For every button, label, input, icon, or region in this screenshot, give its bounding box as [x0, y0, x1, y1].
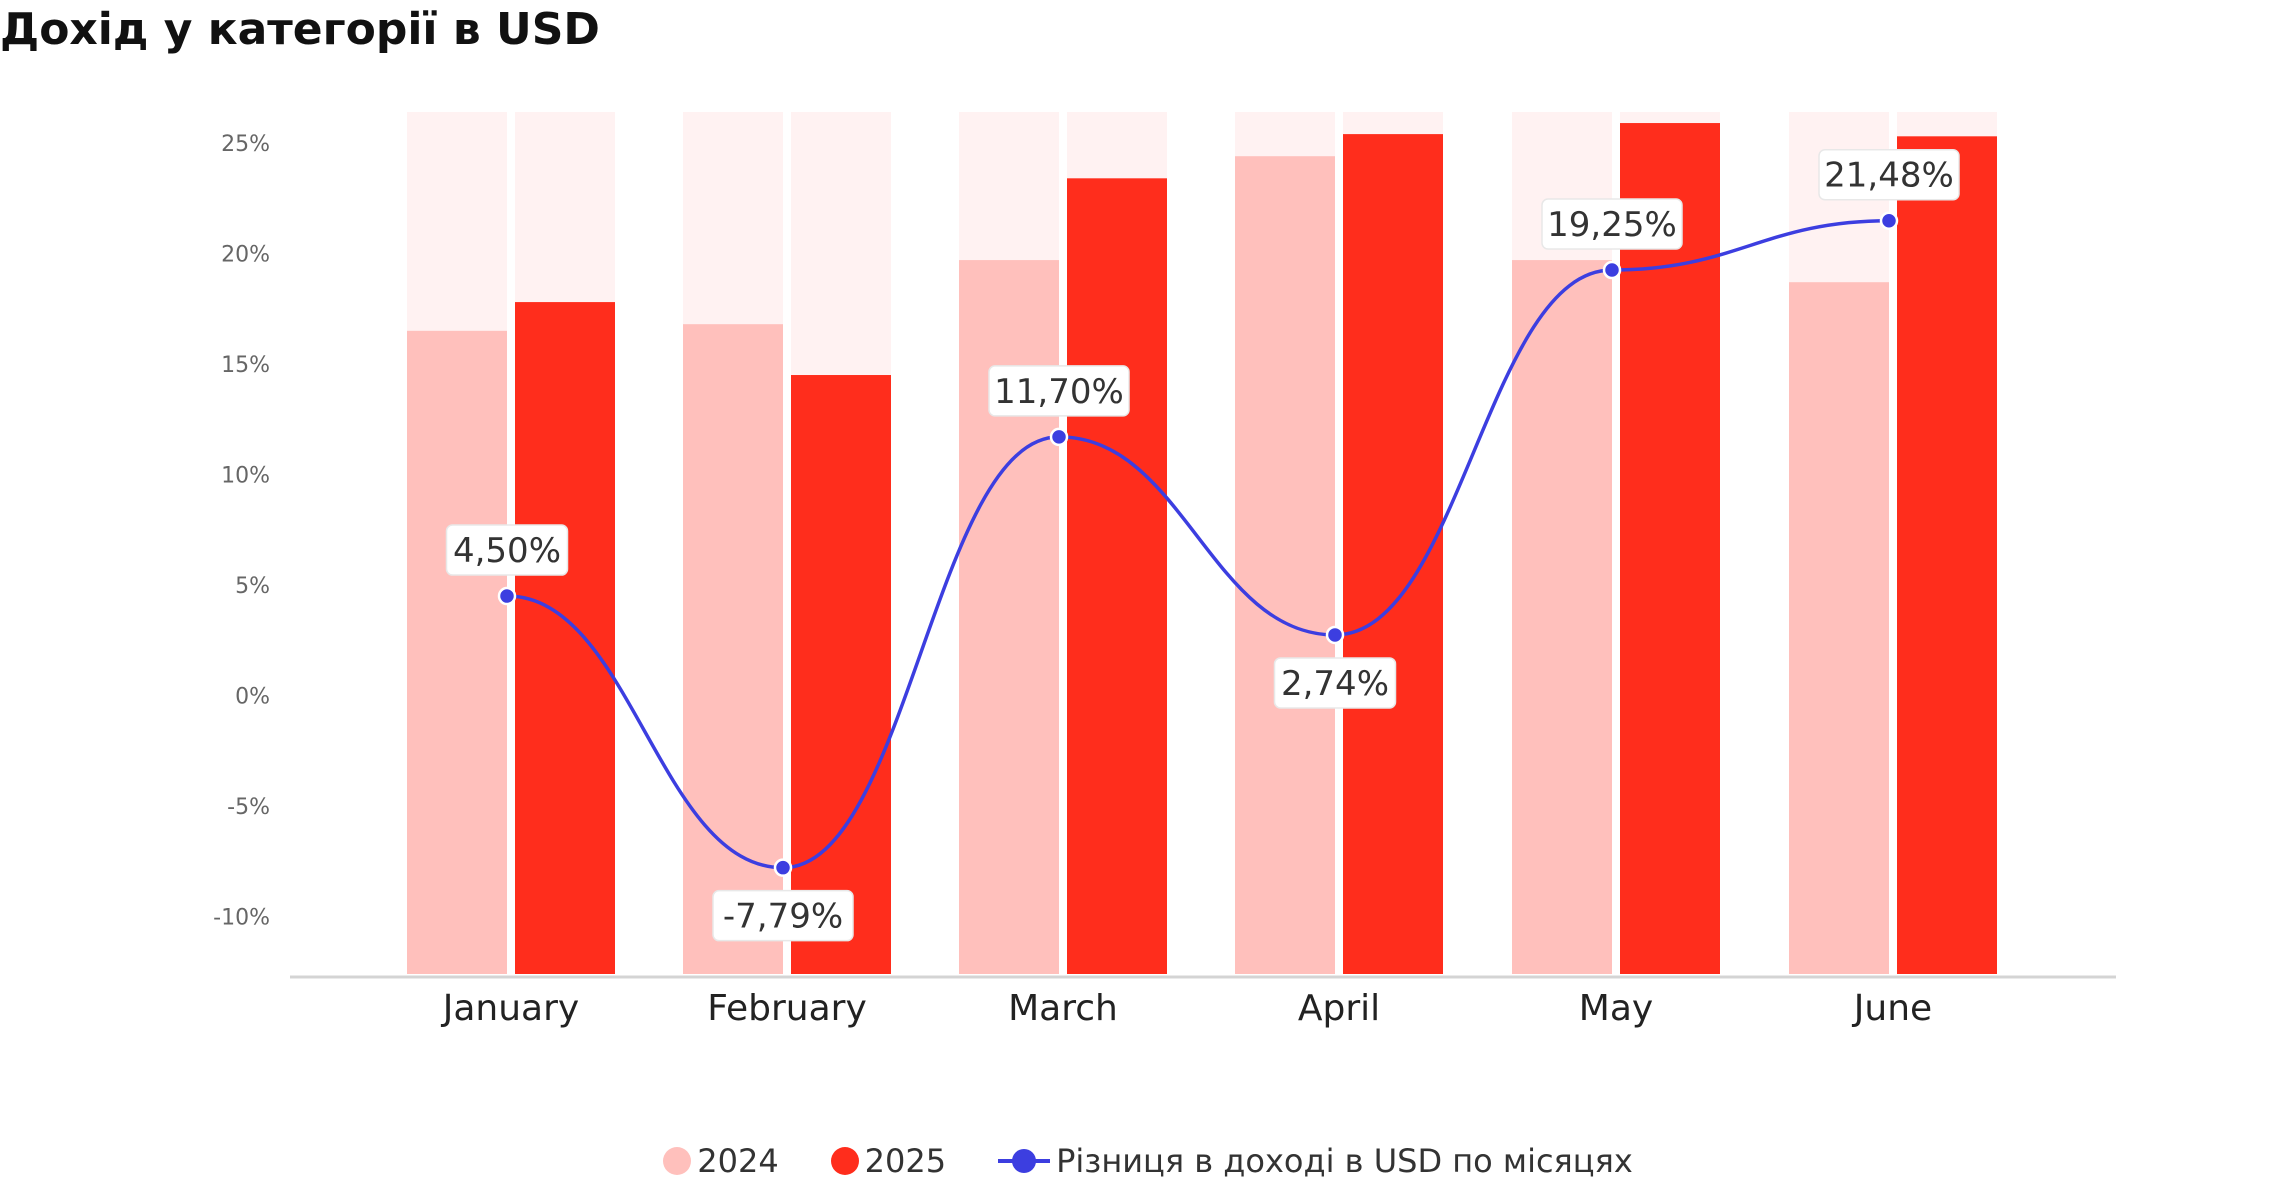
- diff-point-january: [497, 586, 517, 606]
- data-label-box: [1273, 657, 1397, 709]
- bar-2024-january: [407, 330, 507, 974]
- bar-2024-june: [1789, 282, 1889, 974]
- chart-canvas: January February March April May June 25% 20% 15…: [213, 112, 2116, 1029]
- diff-point-june: [1879, 211, 1899, 230]
- bar-2025-march: [1067, 178, 1167, 975]
- x-tick-label: March: [1008, 988, 1118, 1029]
- data-label: 11,70%: [994, 372, 1124, 412]
- legend-item-s2025[interactable]: 2025: [830, 1142, 947, 1180]
- data-label: 21,48%: [1824, 156, 1954, 196]
- y-tick-label: 10%: [221, 463, 270, 488]
- y-tick-label: -10%: [213, 906, 270, 931]
- bar-2024-april: [1235, 156, 1335, 974]
- diff-point-february: [773, 858, 793, 877]
- legend-label: Різниця в доході в USD по місяцях: [1056, 1142, 1633, 1180]
- legend-label: 2024: [697, 1142, 779, 1180]
- y-tick-label: 15%: [221, 353, 270, 378]
- data-label-box: [445, 524, 569, 576]
- y-tick-label: 20%: [221, 242, 270, 267]
- legend-item-s2024[interactable]: 2024: [663, 1142, 779, 1180]
- bar-2025-february: [791, 375, 891, 974]
- data-label: 19,25%: [1547, 205, 1677, 245]
- legend-item-diff[interactable]: Різниця в доході в USD по місяцях: [998, 1142, 1633, 1180]
- bar-2024-february: [683, 324, 783, 975]
- chart-title: Дохід у категорії в USD: [0, 4, 600, 55]
- data-label: 4,50%: [453, 531, 561, 571]
- x-tick-label: February: [707, 988, 867, 1029]
- diff-point-march: [1049, 427, 1069, 447]
- x-tick-label: June: [1852, 988, 1932, 1029]
- data-label-box: [1541, 198, 1683, 250]
- x-tick-label: May: [1579, 988, 1653, 1029]
- bar-2025-january: [515, 302, 615, 975]
- data-label-box: [1818, 148, 1960, 201]
- y-tick-label: 5%: [235, 574, 270, 599]
- legend-label: 2025: [864, 1142, 947, 1180]
- y-tick-label: 0%: [235, 685, 270, 710]
- data-label: -7,79%: [723, 897, 843, 937]
- legend-dot-marker: [663, 1147, 692, 1175]
- data-label-box: [712, 889, 854, 942]
- bar-2025-may: [1620, 123, 1720, 975]
- diff-point-april: [1325, 625, 1345, 645]
- chart-legend: 2024 2025 Різниця в доході в USD по місяця…: [0, 1142, 2296, 1180]
- x-tick-label: January: [441, 988, 579, 1029]
- bar-2025-june: [1897, 136, 1997, 975]
- x-tick-label: April: [1298, 988, 1380, 1029]
- data-label: 2,74%: [1281, 664, 1389, 704]
- diff-point-may: [1602, 260, 1622, 280]
- legend-dot-marker: [830, 1147, 859, 1175]
- bar-2024-may: [1512, 260, 1612, 975]
- data-label-box: [988, 365, 1130, 417]
- y-tick-label: 25%: [221, 132, 270, 157]
- y-tick-label: -5%: [227, 795, 270, 820]
- legend-line-marker: [998, 1147, 1051, 1175]
